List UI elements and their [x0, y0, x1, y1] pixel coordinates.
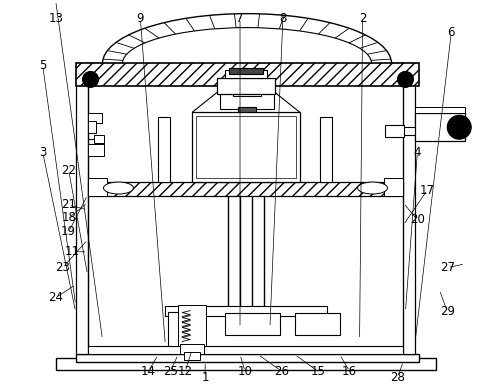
Ellipse shape [104, 182, 134, 194]
Text: 13: 13 [48, 12, 63, 25]
Bar [225, 312, 280, 335]
Bar [196, 116, 296, 178]
Text: 29: 29 [440, 305, 455, 318]
Bar [383, 178, 404, 196]
Bar [87, 113, 102, 123]
Text: 11: 11 [65, 245, 80, 258]
Text: 25: 25 [163, 365, 178, 378]
Circle shape [447, 115, 471, 139]
Text: 9: 9 [136, 12, 144, 25]
Text: 23: 23 [55, 261, 70, 274]
Text: 19: 19 [61, 225, 76, 239]
Bar [217, 79, 275, 94]
Text: 24: 24 [48, 291, 63, 304]
Bar [76, 63, 419, 86]
Bar [225, 70, 267, 79]
Text: 27: 27 [440, 261, 455, 274]
Bar [55, 359, 436, 370]
Bar [184, 352, 200, 361]
Text: 5: 5 [39, 59, 47, 72]
Bar [87, 121, 96, 133]
Circle shape [397, 72, 413, 87]
Text: 12: 12 [178, 365, 192, 378]
Bar [415, 113, 465, 141]
Bar [76, 354, 419, 362]
Circle shape [82, 72, 99, 87]
Bar [320, 117, 332, 182]
Text: 16: 16 [342, 365, 357, 378]
Text: 15: 15 [310, 365, 325, 378]
Bar [295, 312, 340, 335]
Bar [87, 346, 404, 354]
Text: 7: 7 [236, 12, 244, 25]
Bar [404, 72, 415, 354]
Text: 22: 22 [61, 163, 76, 177]
Bar [168, 312, 198, 346]
Text: 17: 17 [420, 183, 435, 197]
Bar [158, 117, 170, 182]
Bar [87, 182, 404, 196]
Text: 18: 18 [61, 212, 76, 224]
Bar [192, 112, 300, 182]
Bar [94, 135, 104, 143]
Text: 8: 8 [279, 12, 287, 25]
Bar [87, 178, 108, 196]
Circle shape [452, 120, 466, 134]
Text: 1: 1 [201, 371, 209, 384]
Text: 6: 6 [447, 26, 455, 39]
Text: 3: 3 [39, 146, 47, 159]
Text: 14: 14 [141, 365, 156, 378]
Text: 28: 28 [390, 371, 405, 384]
Text: 10: 10 [238, 365, 252, 378]
Bar [233, 83, 261, 96]
Text: 26: 26 [274, 365, 289, 378]
Bar [384, 125, 405, 137]
Bar [229, 68, 263, 74]
Bar [415, 107, 465, 113]
Bar [220, 87, 274, 109]
Bar [180, 344, 204, 354]
Bar [165, 306, 327, 316]
Text: 2: 2 [359, 12, 366, 25]
Bar [87, 144, 104, 156]
Bar [178, 305, 206, 346]
Bar [404, 127, 417, 135]
Text: 21: 21 [61, 199, 76, 212]
Ellipse shape [357, 182, 387, 194]
Text: 20: 20 [410, 213, 425, 226]
Text: 4: 4 [413, 146, 421, 159]
Bar [76, 72, 87, 354]
Bar [238, 107, 256, 117]
